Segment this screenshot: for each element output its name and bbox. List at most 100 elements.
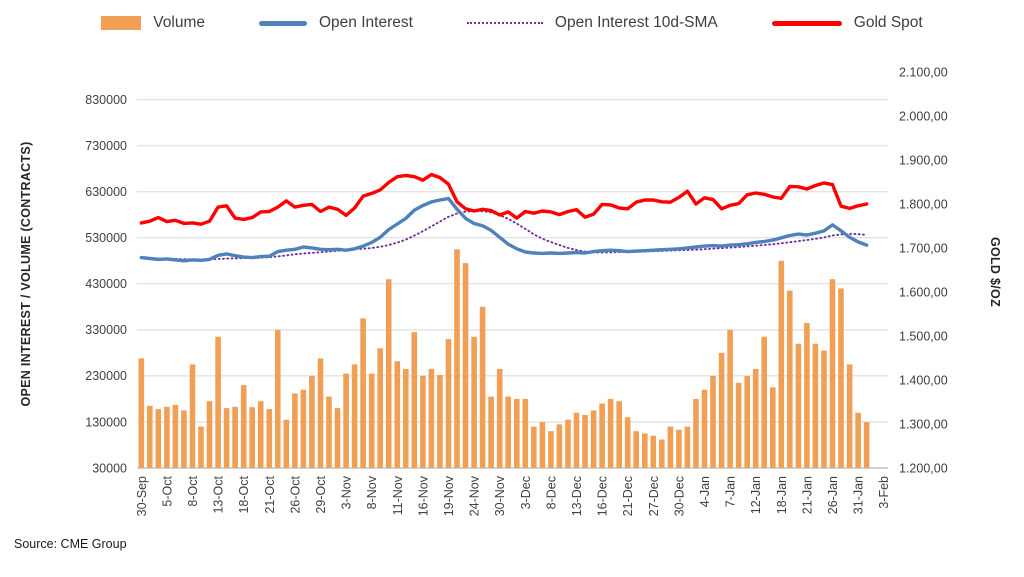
x-axis-tick-label: 16-Nov: [416, 475, 430, 516]
volume-bar: [147, 405, 153, 468]
left-axis-tick-label: 830000: [85, 93, 127, 107]
x-axis-tick-label: 30-Sep: [135, 476, 149, 516]
legend-item-gold-spot: Gold Spot: [771, 14, 923, 32]
volume-bar: [343, 373, 349, 468]
x-axis-tick-label: 8-Dec: [544, 476, 558, 509]
volume-bar: [198, 426, 204, 468]
volume-bar: [479, 306, 486, 468]
x-axis-tick-label: 13-Dec: [570, 476, 584, 516]
legend-item-open-interest: Open Interest: [259, 14, 413, 32]
volume-bar: [326, 396, 332, 468]
oi-sma-dotted-swatch-icon: [466, 22, 543, 24]
source-note: Source: CME Group: [14, 537, 127, 551]
x-axis-tick-label: 18-Jan: [775, 476, 789, 514]
right-axis-tick-label: 1.600,00: [899, 285, 948, 299]
x-axis-tick-label: 8-Nov: [365, 475, 379, 509]
volume-bar: [735, 382, 742, 468]
volume-bar: [684, 426, 691, 468]
volume-bar: [599, 403, 605, 468]
volume-bar: [292, 393, 298, 468]
open-interest-line: [139, 196, 869, 263]
volume-bar: [787, 290, 793, 468]
gold-spot-line-swatch-icon: [771, 20, 842, 26]
right-axis-tick-label: 1.700,00: [899, 241, 948, 255]
volume-bar: [206, 401, 213, 468]
volume-bar: [189, 364, 196, 468]
gold-spot-line: [139, 172, 869, 226]
right-axis-tick-label: 1.900,00: [899, 153, 948, 167]
volume-bar: [863, 422, 870, 468]
x-axis-tick-label: 26-Oct: [288, 475, 302, 513]
x-axis-tick-label: 30-Dec: [672, 476, 686, 516]
volume-bar: [812, 343, 819, 468]
legend-item-volume: Volume: [101, 14, 205, 32]
volume-bar: [309, 375, 315, 468]
volume-bar: [368, 373, 375, 468]
volume-bar: [718, 352, 725, 468]
x-axis-tick-label: 3-Nov: [340, 475, 354, 509]
x-axis-tick-label: 12-Jan: [749, 476, 763, 514]
volume-bar: [676, 429, 682, 468]
volume-bar: [667, 426, 674, 468]
x-axis-tick-label: 19-Nov: [442, 475, 456, 516]
volume-bar: [548, 431, 554, 468]
x-axis-tick-label: 11-Nov: [391, 475, 405, 515]
right-axis-tick-label: 1.200,00: [899, 461, 948, 475]
volume-bar: [829, 279, 836, 468]
volume-bar: [752, 369, 759, 468]
right-axis-title: GOLD $/OZ: [988, 237, 1002, 307]
legend-label-oi-sma: Open Interest 10d-SMA: [554, 14, 718, 31]
volume-bar: [795, 343, 802, 468]
volume-bar: [138, 358, 145, 468]
x-axis-tick-label: 7-Jan: [724, 476, 738, 507]
volume-bar: [778, 260, 785, 468]
volume-bar: [744, 375, 750, 468]
volume-bar: [838, 288, 844, 468]
volume-bar: [394, 361, 401, 468]
right-axis-tick-label: 1.500,00: [899, 329, 948, 343]
right-axis-tick-label: 1.300,00: [899, 417, 948, 431]
volume-bar: [522, 398, 529, 468]
volume-bar: [215, 336, 221, 468]
volume-bar: [257, 401, 264, 468]
volume-bar: [249, 407, 255, 468]
volume-bar: [642, 433, 648, 468]
volume-bar: [855, 412, 861, 468]
volume-bar: [403, 369, 409, 468]
volume-bar: [283, 419, 290, 468]
x-axis-tick-label: 21-Jan: [800, 476, 814, 514]
volume-bar: [411, 332, 418, 468]
left-axis-tick-label: 430000: [85, 277, 127, 291]
volume-bar: [164, 406, 170, 468]
right-axis-tick-label: 1.400,00: [899, 373, 948, 387]
volume-bar: [437, 375, 443, 468]
volume-bar: [181, 410, 187, 468]
volume-bar: [445, 339, 452, 468]
volume-bar: [334, 408, 341, 468]
x-axis-tick-label: 29-Oct: [314, 475, 328, 513]
x-axis-tick-label: 16-Dec: [596, 476, 610, 516]
x-axis-tick-label: 18-Oct: [237, 475, 251, 513]
volume-bar: [761, 336, 767, 468]
x-axis-tick-label: 30-Nov: [493, 475, 507, 516]
volume-bar: [650, 435, 657, 468]
volume-bar: [770, 387, 776, 468]
volume-bar: [556, 424, 563, 468]
volume-bar: [428, 369, 435, 468]
left-axis-tick-label: 130000: [85, 415, 127, 429]
volume-bar: [607, 398, 614, 468]
volume-bar: [624, 417, 631, 468]
right-axis-tick-label: 2.100,00: [899, 65, 948, 79]
volume-bar: [659, 439, 665, 468]
volume-bar: [582, 415, 588, 468]
x-axis-tick-label: 8-Oct: [186, 475, 200, 506]
x-axis-tick-label: 13-Oct: [212, 475, 226, 513]
volume-bar: [693, 398, 699, 468]
volume-bar-swatch-icon: [101, 16, 142, 30]
x-axis-tick-label: 4-Jan: [698, 476, 712, 507]
volume-bar: [821, 350, 827, 468]
volume-bar: [471, 336, 477, 468]
x-axis-tick-label: 26-Jan: [826, 476, 840, 514]
